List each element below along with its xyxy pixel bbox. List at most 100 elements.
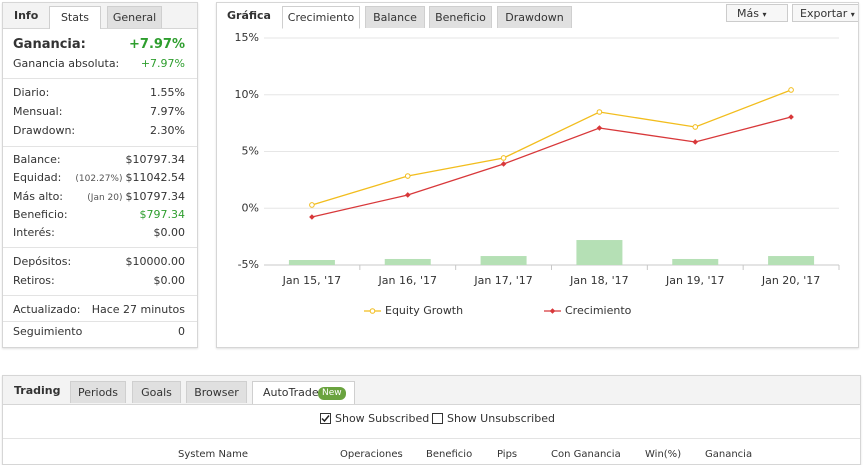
stat-value: $797.34	[140, 207, 186, 223]
y-tick-label: 0%	[242, 201, 259, 214]
check-mark	[321, 415, 330, 423]
stat-note: (102.27%)	[75, 174, 123, 185]
y-tick-label: 5%	[242, 145, 259, 158]
y-tick-label: -5%	[238, 258, 259, 271]
stat-row: Mensual: 7.97%	[13, 104, 185, 120]
tab[interactable]: Crecimiento	[282, 6, 360, 29]
stat-row: Balance: $10797.34	[13, 152, 185, 168]
legend-label: Equity Growth	[385, 304, 463, 317]
point	[692, 139, 699, 145]
bar	[480, 256, 527, 265]
stat-value: 1.55%	[150, 85, 185, 101]
trading-panel: Trading Periods Goals Browser AutoTrade N…	[2, 375, 861, 465]
stat-row: Interés: $0.00	[13, 225, 185, 241]
chart-heading: Gráfica	[227, 9, 271, 22]
stat-row: Depósitos: $10000.00	[13, 254, 185, 270]
stat-label: Seguimiento	[13, 325, 83, 338]
stat-label: Equidad:	[13, 171, 62, 185]
legend-marker	[549, 308, 556, 314]
column-header: Pips	[497, 449, 518, 460]
x-tick-label: Jan 18, '17	[569, 274, 628, 287]
line	[311, 89, 792, 206]
info-heading: Info	[14, 9, 39, 22]
chart-header: Gráfica Crecimiento Balance Beneficio Dr…	[217, 3, 858, 29]
stat-value: +7.97%	[141, 56, 185, 72]
tab[interactable]: Goals	[132, 381, 181, 403]
separator	[3, 438, 860, 439]
stat-row: Ganancia: +7.97%	[13, 37, 185, 53]
stat-text: 1.55%	[150, 86, 185, 99]
bar	[288, 260, 335, 265]
column-header: Operaciones	[340, 449, 403, 460]
tab[interactable]: Stats	[49, 6, 101, 29]
x-tick-label: Jan 15, '17	[282, 274, 341, 287]
stat-label: Interés:	[13, 226, 55, 240]
stat-text: 7.97%	[150, 105, 185, 118]
stat-row: Retiros: $0.00	[13, 273, 185, 289]
stat-row: Actualizado: Hace 27 minutos	[13, 302, 185, 318]
line	[311, 116, 792, 218]
tab[interactable]: Periods	[70, 381, 126, 403]
button[interactable]: Más ▾	[726, 4, 788, 22]
stat-row: Ganancia absoluta: +7.97%	[13, 56, 185, 72]
bar	[576, 240, 623, 265]
stat-label: Beneficio:	[13, 207, 68, 221]
stat-text: $10797.34	[125, 153, 186, 166]
tab[interactable]: AutoTrade New	[252, 381, 355, 404]
checkbox[interactable]	[432, 413, 443, 424]
separator	[3, 321, 197, 322]
tab[interactable]: Drawdown	[497, 6, 572, 28]
separator	[3, 78, 197, 79]
column-header: Beneficio	[426, 449, 473, 460]
checkbox[interactable]	[320, 413, 331, 424]
stat-text: 0	[178, 325, 185, 338]
stat-value: 7.97%	[150, 104, 185, 120]
stat-text: $0.00	[153, 226, 186, 240]
stat-value: (102.27%) $11042.54	[75, 170, 185, 187]
stat-label: Actualizado:	[13, 303, 81, 316]
stat-label: Mensual:	[13, 105, 63, 118]
stat-value: $0.00	[154, 225, 186, 241]
stat-text: +7.97%	[140, 57, 185, 70]
point	[500, 161, 507, 167]
stat-label: Ganancia absoluta:	[13, 57, 120, 70]
stat-value: Hace 27 minutos	[92, 302, 185, 318]
button[interactable]: Exportar ▾	[792, 4, 858, 22]
tab[interactable]: Browser	[186, 381, 247, 403]
column-header: System Name	[178, 449, 248, 460]
checkbox-label: Show Unsubscribed	[447, 412, 555, 425]
stat-text: $797.34	[139, 207, 186, 221]
stat-value: (Jan 20) $10797.34	[87, 189, 185, 206]
stat-text: Hace 27 minutos	[91, 303, 185, 316]
stat-note: (Jan 20)	[87, 192, 123, 203]
button-label: Exportar	[800, 7, 848, 20]
point	[309, 202, 315, 208]
stat-label: Depósitos:	[13, 255, 72, 268]
tab[interactable]: Balance	[365, 6, 425, 28]
stat-label: Ganancia:	[13, 37, 86, 52]
legend-label: Crecimiento	[565, 304, 632, 317]
chart: -5% 0% 5% 10% 15% Jan 15, '17 Jan 16, '17 Jan 1…	[235, 31, 840, 317]
stat-text: $10797.34	[125, 189, 186, 203]
tab[interactable]: Beneficio	[429, 6, 492, 28]
point	[596, 125, 603, 131]
stat-label: Diario:	[13, 86, 50, 99]
badge: New	[318, 387, 346, 400]
stat-value: 0	[178, 324, 185, 340]
x-tick-label: Jan 19, '17	[665, 274, 724, 287]
column-header: Win(%)	[645, 449, 682, 460]
stat-value: 2.30%	[150, 123, 185, 139]
point	[500, 155, 507, 161]
point	[596, 109, 603, 115]
x-tick-label: Jan 20, '17	[761, 274, 820, 287]
tab[interactable]: General	[107, 6, 162, 28]
point	[309, 214, 315, 220]
point	[788, 87, 794, 93]
info-panel: Info Stats General Ganancia: +7.97% Gananc…	[2, 2, 198, 348]
stat-row: Diario: 1.55%	[13, 85, 185, 101]
bar	[672, 258, 719, 265]
point	[692, 124, 699, 130]
column-header: Ganancia	[705, 449, 753, 460]
stat-text: $0.00	[153, 274, 186, 287]
stat-label: Retiros:	[13, 274, 55, 287]
